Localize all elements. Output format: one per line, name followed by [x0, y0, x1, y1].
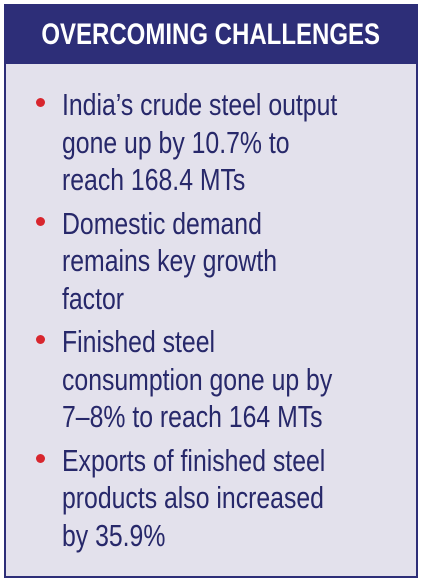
- bullet-text: India’s crude steel output: [62, 87, 338, 122]
- header: OVERCOMING CHALLENGES: [6, 6, 416, 64]
- bullet-dot: [36, 453, 45, 463]
- bullet-text: consumption gone up by: [62, 361, 333, 397]
- bullet-item: India’s crude steel output gone up by 10.…: [6, 86, 416, 199]
- bullet-dot: [36, 335, 45, 344]
- bullet-dot: [36, 216, 45, 226]
- header-title: OVERCOMING CHALLENGES: [41, 18, 381, 51]
- bullet-text: 7–8% to reach 164 MTs: [62, 399, 323, 434]
- bullet-text: by 35.9%: [62, 517, 166, 553]
- bullet-text: gone up by 10.7% to: [62, 124, 290, 160]
- bullet-item: Exports of finished steel products also i…: [6, 442, 416, 555]
- bullet-dot: [36, 98, 45, 107]
- bullet-text: Exports of finished steel: [62, 442, 326, 478]
- bullet-text: Domestic demand: [62, 205, 262, 241]
- bullet-text: reach 168.4 MTs: [62, 162, 246, 197]
- bullet-text: Finished steel: [62, 324, 216, 359]
- card: OVERCOMING CHALLENGES India’s crude stee…: [4, 4, 418, 578]
- bullet-text: factor: [62, 280, 125, 316]
- bullet-text: remains key growth: [62, 243, 278, 278]
- bullet-list: India’s crude steel output gone up by 10.…: [6, 86, 416, 560]
- bullet-item: Finished steel consumption gone up by 7–8%…: [6, 323, 416, 436]
- bullet-text: products also increased: [62, 480, 324, 515]
- bullet-item: Domestic demand remains key growth factor: [6, 205, 416, 318]
